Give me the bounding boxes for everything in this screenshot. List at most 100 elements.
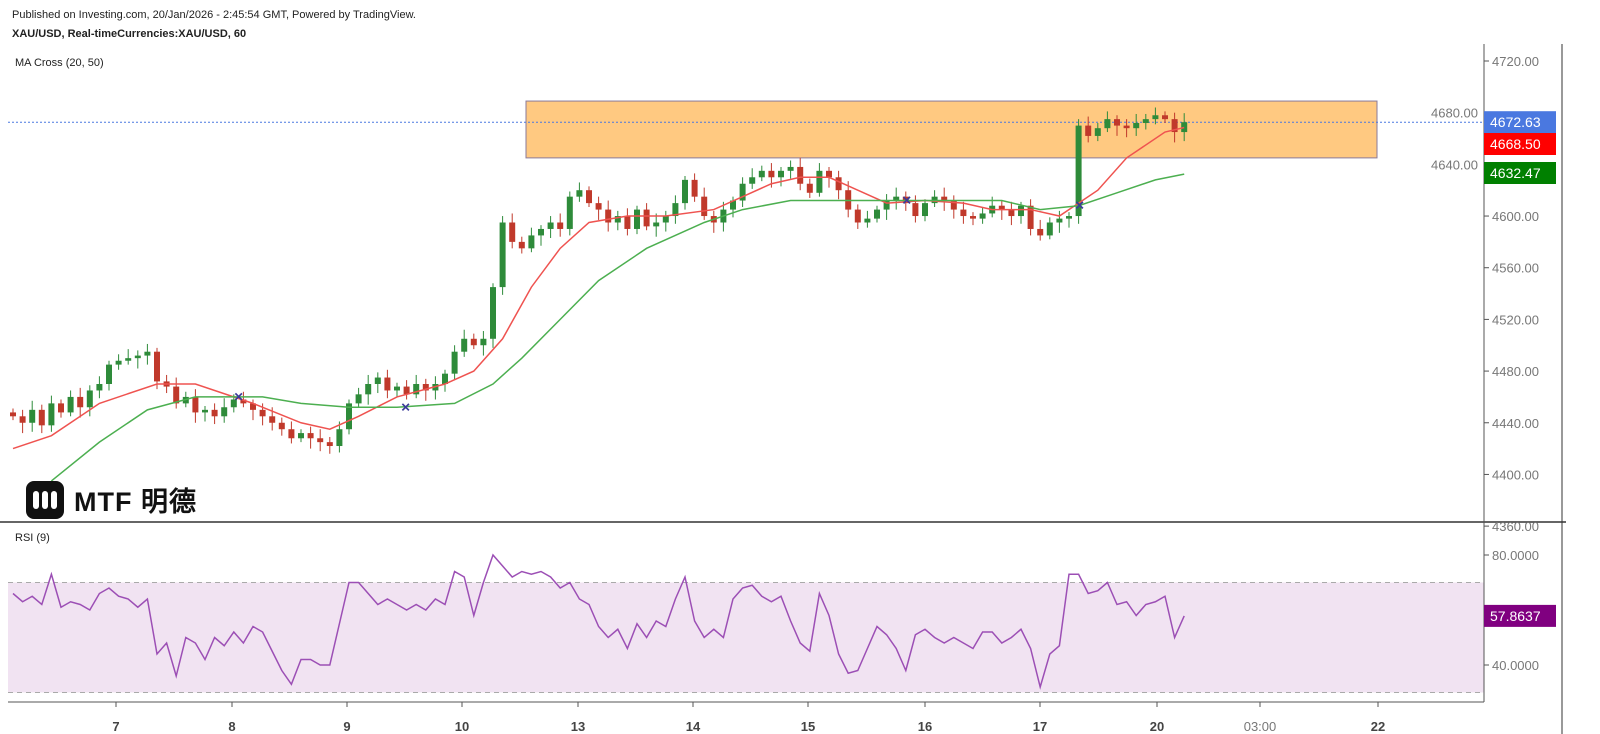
ma-slow-badge: 4632.47 <box>1490 165 1541 181</box>
rsi-tick-label: 80.0000 <box>1492 548 1539 563</box>
candle-body <box>1133 123 1140 129</box>
candle-body <box>259 409 266 417</box>
ma-cross-marker: ✕ <box>234 390 244 404</box>
candle-body <box>624 216 631 229</box>
rsi-label[interactable]: RSI (9) <box>15 532 50 544</box>
time-tick-label: 14 <box>686 719 701 734</box>
ma-cross-marker: ✕ <box>401 400 411 414</box>
candle-body <box>490 287 496 339</box>
candle-body <box>355 394 362 404</box>
candle-body <box>826 170 832 178</box>
price-panel: ✕ ✕ ✕ ✕ <box>8 100 1484 482</box>
candle-body <box>1037 228 1044 236</box>
candle-body <box>643 209 650 227</box>
candle-body <box>422 384 429 391</box>
candle-body <box>38 409 45 426</box>
candle-body <box>758 170 765 178</box>
candle-body <box>806 183 813 193</box>
ma-slow-badge-bg <box>1484 162 1556 184</box>
candle-body <box>326 442 333 447</box>
candle-body <box>1085 125 1092 136</box>
ma-cross-marker: ✕ <box>1075 199 1085 213</box>
candle-body <box>1114 119 1120 126</box>
candle-body <box>240 399 247 404</box>
candle-body <box>394 386 400 391</box>
logo-text: MTF 明德 <box>74 487 197 517</box>
time-tick-label: 13 <box>571 719 585 734</box>
candle-body <box>1066 216 1072 219</box>
candle-body <box>470 338 477 346</box>
ma-fast-line <box>12 126 1185 450</box>
candle-body <box>691 179 698 197</box>
candle-body <box>950 200 957 210</box>
candle-body <box>614 216 621 223</box>
time-tick-label: 10 <box>455 719 469 734</box>
candle-body <box>192 396 199 413</box>
candle-body <box>854 209 861 223</box>
candle-body <box>374 377 381 384</box>
candle-body <box>96 384 103 391</box>
candle-body <box>797 166 804 184</box>
candle-body <box>1018 205 1024 217</box>
candle-body <box>1171 119 1178 133</box>
ma-fast-badge-bg <box>1484 133 1556 155</box>
price-tick-label: 4560.00 <box>1492 261 1539 276</box>
candle-body <box>787 166 794 171</box>
candle-body <box>221 407 228 417</box>
candle-body <box>288 429 295 439</box>
price-tick-label: 4640.00 <box>1431 157 1478 172</box>
time-tick-label: 22 <box>1371 719 1385 734</box>
candle-body <box>749 177 756 184</box>
candle-body <box>269 416 276 423</box>
candle-body <box>10 412 16 417</box>
candle-body <box>346 403 352 430</box>
price-tick-label: 4440.00 <box>1492 416 1539 431</box>
candle-body <box>509 222 516 242</box>
candle-body <box>979 213 986 219</box>
candle-body <box>1008 209 1015 217</box>
candle-body <box>77 396 84 408</box>
candle-body <box>816 170 823 193</box>
time-tick-label: 15 <box>801 719 815 734</box>
last-price-badge: 4672.63 <box>1490 114 1541 130</box>
candle-body <box>835 177 842 191</box>
price-tick-label: 4680.00 <box>1431 106 1478 121</box>
candle-body <box>941 196 948 201</box>
time-tick-label: 8 <box>228 719 235 734</box>
time-tick-label: 16 <box>918 719 932 734</box>
candle-body <box>557 222 564 229</box>
candle-body <box>278 422 285 430</box>
candle-body <box>125 358 132 361</box>
rsi-line <box>12 553 1185 690</box>
candle-body <box>480 338 487 346</box>
candle-body <box>499 222 506 288</box>
candle-body <box>960 209 967 217</box>
price-tick-label: 4480.00 <box>1492 364 1539 379</box>
ma-cross-marker: ✕ <box>902 194 912 208</box>
candle-body <box>595 203 602 210</box>
time-tick-label: 03:00 <box>1244 719 1277 734</box>
candle-body <box>912 203 919 217</box>
candle-body <box>298 433 304 439</box>
candle-body <box>1056 218 1063 223</box>
candle-body <box>1162 115 1168 120</box>
candle-body <box>518 241 525 249</box>
candle-body <box>230 399 237 408</box>
candle-body <box>634 209 640 229</box>
rsi-value-badge: 57.8637 <box>1490 608 1541 624</box>
candle-body <box>1142 119 1149 124</box>
rsi-band <box>8 582 1484 693</box>
candle-body <box>202 409 208 413</box>
ma-slow-line <box>50 173 1185 482</box>
candle-body <box>336 429 343 447</box>
ma-cross-label[interactable]: MA Cross (20, 50) <box>15 57 104 69</box>
candle-body <box>547 222 554 229</box>
candle-body <box>739 183 746 201</box>
candle-body <box>874 209 880 219</box>
mtf-logo-icon <box>26 480 64 519</box>
rsi-value-badge-bg <box>1484 604 1556 627</box>
candle-body <box>250 403 256 410</box>
price-tick-label: 4720.00 <box>1492 54 1539 69</box>
resistance-zone <box>525 100 1378 159</box>
